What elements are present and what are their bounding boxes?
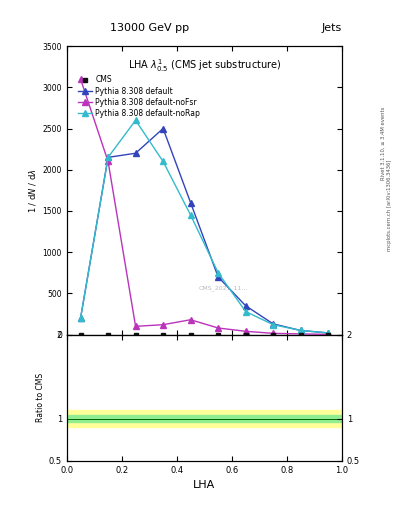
Text: Jets: Jets bbox=[321, 23, 342, 33]
Pythia 8.308 default-noRap bbox=[78, 315, 83, 321]
Pythia 8.308 default-noRap bbox=[326, 330, 331, 336]
Pythia 8.308 default-noFsr bbox=[326, 331, 331, 337]
Pythia 8.308 default-noFsr bbox=[188, 316, 193, 323]
CMS bbox=[216, 331, 220, 337]
Line: Pythia 8.308 default-noFsr: Pythia 8.308 default-noFsr bbox=[78, 76, 331, 337]
CMS bbox=[326, 331, 331, 337]
CMS bbox=[298, 331, 303, 337]
Pythia 8.308 default bbox=[271, 321, 275, 327]
Pythia 8.308 default-noFsr bbox=[133, 323, 138, 329]
Line: CMS: CMS bbox=[78, 332, 331, 337]
Pythia 8.308 default bbox=[78, 315, 83, 321]
Pythia 8.308 default-noRap bbox=[106, 154, 110, 160]
CMS bbox=[78, 331, 83, 337]
Text: 13000 GeV pp: 13000 GeV pp bbox=[110, 23, 189, 33]
Pythia 8.308 default-noFsr bbox=[216, 325, 220, 331]
CMS bbox=[106, 331, 110, 337]
Y-axis label: $\mathrm{1}$ / $\mathrm{d}N$ / $\mathrm{d}\lambda$: $\mathrm{1}$ / $\mathrm{d}N$ / $\mathrm{… bbox=[27, 168, 38, 212]
Y-axis label: Ratio to CMS: Ratio to CMS bbox=[36, 373, 45, 422]
Pythia 8.308 default bbox=[133, 150, 138, 156]
Pythia 8.308 default-noRap bbox=[298, 327, 303, 333]
CMS bbox=[271, 331, 275, 337]
CMS bbox=[243, 331, 248, 337]
Text: Rivet 3.1.10, ≥ 3.4M events: Rivet 3.1.10, ≥ 3.4M events bbox=[381, 106, 386, 180]
CMS bbox=[133, 331, 138, 337]
Pythia 8.308 default-noFsr bbox=[78, 76, 83, 82]
Pythia 8.308 default-noRap bbox=[271, 322, 275, 328]
Pythia 8.308 default-noRap bbox=[161, 158, 165, 164]
Pythia 8.308 default bbox=[298, 327, 303, 333]
Text: CMS_2021_11...: CMS_2021_11... bbox=[199, 286, 248, 291]
Text: mcplots.cern.ch [arXiv:1306.3436]: mcplots.cern.ch [arXiv:1306.3436] bbox=[387, 159, 391, 250]
CMS bbox=[161, 331, 165, 337]
Pythia 8.308 default-noFsr bbox=[271, 330, 275, 336]
X-axis label: LHA: LHA bbox=[193, 480, 215, 490]
Pythia 8.308 default bbox=[161, 125, 165, 132]
Pythia 8.308 default bbox=[188, 200, 193, 206]
Line: Pythia 8.308 default-noRap: Pythia 8.308 default-noRap bbox=[78, 117, 331, 336]
Pythia 8.308 default bbox=[106, 154, 110, 160]
Pythia 8.308 default-noFsr bbox=[298, 331, 303, 337]
Pythia 8.308 default-noFsr bbox=[161, 322, 165, 328]
Pythia 8.308 default-noFsr bbox=[106, 158, 110, 164]
Line: Pythia 8.308 default: Pythia 8.308 default bbox=[78, 126, 331, 336]
Pythia 8.308 default-noRap bbox=[243, 308, 248, 314]
Pythia 8.308 default bbox=[326, 330, 331, 336]
Pythia 8.308 default bbox=[243, 303, 248, 309]
Pythia 8.308 default bbox=[216, 274, 220, 280]
CMS bbox=[188, 331, 193, 337]
Pythia 8.308 default-noRap bbox=[188, 212, 193, 218]
Pythia 8.308 default-noFsr bbox=[243, 328, 248, 334]
Pythia 8.308 default-noRap bbox=[133, 117, 138, 123]
Pythia 8.308 default-noRap bbox=[216, 270, 220, 276]
Text: LHA $\lambda^{1}_{0.5}$ (CMS jet substructure): LHA $\lambda^{1}_{0.5}$ (CMS jet substru… bbox=[128, 58, 281, 74]
Legend: CMS, Pythia 8.308 default, Pythia 8.308 default-noFsr, Pythia 8.308 default-noRa: CMS, Pythia 8.308 default, Pythia 8.308 … bbox=[75, 72, 203, 121]
